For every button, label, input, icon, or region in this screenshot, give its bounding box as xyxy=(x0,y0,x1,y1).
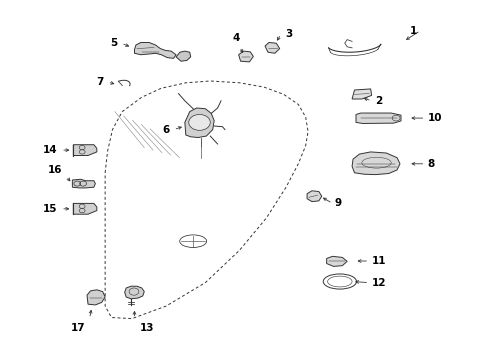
Text: 1: 1 xyxy=(409,26,416,36)
Polygon shape xyxy=(351,89,371,99)
Text: 9: 9 xyxy=(334,198,342,208)
Circle shape xyxy=(188,114,210,130)
Polygon shape xyxy=(326,256,346,266)
Polygon shape xyxy=(87,290,105,305)
Text: 3: 3 xyxy=(285,29,292,39)
Polygon shape xyxy=(134,42,176,58)
Text: 5: 5 xyxy=(110,38,117,48)
Polygon shape xyxy=(351,152,399,175)
Text: 15: 15 xyxy=(42,204,57,214)
Text: 4: 4 xyxy=(231,33,239,43)
Text: 12: 12 xyxy=(371,278,386,288)
Polygon shape xyxy=(124,286,144,299)
Text: 13: 13 xyxy=(139,323,154,333)
Text: 14: 14 xyxy=(42,145,57,155)
Text: 17: 17 xyxy=(71,323,85,333)
Polygon shape xyxy=(355,113,400,123)
Polygon shape xyxy=(184,108,214,138)
Text: 7: 7 xyxy=(96,77,103,87)
Polygon shape xyxy=(72,179,95,188)
Text: 11: 11 xyxy=(371,256,386,266)
Text: 8: 8 xyxy=(427,159,434,169)
Polygon shape xyxy=(73,203,97,214)
Polygon shape xyxy=(73,145,97,156)
Text: 16: 16 xyxy=(48,165,62,175)
Text: 6: 6 xyxy=(162,125,169,135)
Polygon shape xyxy=(176,51,190,61)
Polygon shape xyxy=(264,42,279,53)
Text: 10: 10 xyxy=(427,113,442,123)
Polygon shape xyxy=(306,191,321,202)
Polygon shape xyxy=(238,51,253,62)
Text: 2: 2 xyxy=(375,96,382,106)
